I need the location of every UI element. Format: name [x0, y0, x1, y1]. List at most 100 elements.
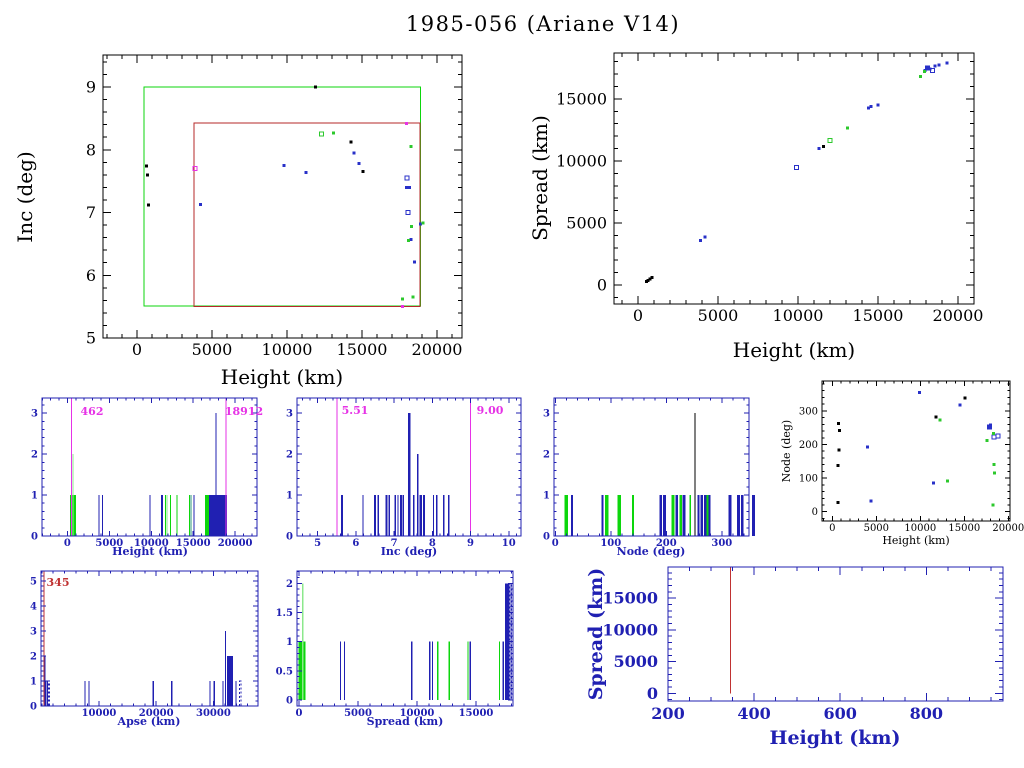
- svg-text:6: 6: [86, 266, 96, 285]
- svg-text:2: 2: [30, 652, 37, 663]
- svg-text:7: 7: [86, 203, 96, 222]
- svg-text:0: 0: [647, 684, 658, 703]
- svg-text:300: 300: [711, 538, 732, 549]
- svg-text:1.5: 1.5: [276, 608, 293, 619]
- svg-text:1: 1: [286, 637, 293, 648]
- svg-text:100: 100: [799, 474, 818, 485]
- svg-text:8: 8: [86, 140, 96, 159]
- svg-text:3: 3: [31, 409, 38, 420]
- svg-text:0: 0: [286, 695, 293, 706]
- svg-text:1: 1: [30, 677, 37, 688]
- svg-text:5000: 5000: [566, 213, 607, 232]
- svg-text:Height (km): Height (km): [112, 545, 188, 558]
- svg-text:2: 2: [543, 450, 550, 461]
- svg-text:9: 9: [86, 78, 96, 97]
- svg-text:3: 3: [30, 627, 37, 638]
- svg-text:5000: 5000: [613, 652, 658, 671]
- svg-text:15000: 15000: [602, 589, 658, 608]
- svg-text:3: 3: [286, 409, 293, 420]
- svg-text:10000: 10000: [134, 538, 169, 549]
- svg-text:10000: 10000: [904, 523, 936, 534]
- svg-text:Apse (km): Apse (km): [117, 715, 181, 728]
- svg-text:1: 1: [31, 491, 38, 502]
- plot-title: 1985-056 (Ariane V14): [405, 12, 681, 36]
- svg-text:800: 800: [910, 704, 943, 723]
- svg-text:Height (km): Height (km): [733, 338, 855, 362]
- svg-text:0.5: 0.5: [276, 666, 293, 677]
- svg-text:15000: 15000: [556, 89, 607, 108]
- svg-text:345: 345: [47, 576, 70, 589]
- svg-text:0: 0: [64, 538, 71, 549]
- svg-text:15000: 15000: [176, 538, 211, 549]
- svg-text:15000: 15000: [948, 523, 980, 534]
- svg-text:15000: 15000: [853, 306, 904, 325]
- svg-text:5000: 5000: [864, 523, 889, 534]
- svg-text:18912: 18912: [225, 405, 263, 418]
- svg-text:0: 0: [812, 507, 818, 518]
- svg-text:0: 0: [552, 538, 559, 549]
- svg-text:100: 100: [600, 538, 621, 549]
- svg-text:7: 7: [391, 538, 398, 549]
- svg-text:2: 2: [286, 579, 293, 590]
- svg-text:0: 0: [286, 532, 293, 543]
- svg-text:0: 0: [829, 523, 835, 534]
- svg-text:10000: 10000: [556, 151, 607, 170]
- svg-text:8: 8: [429, 538, 436, 549]
- svg-text:0: 0: [132, 340, 142, 359]
- panel-node-vs-height: 0 5000 10000 15000 20000 0 100 200 300 Height (km…: [780, 380, 1024, 547]
- svg-text:1: 1: [286, 491, 293, 502]
- svg-text:200: 200: [799, 440, 818, 451]
- svg-text:300: 300: [799, 406, 818, 417]
- svg-text:0: 0: [31, 532, 38, 543]
- svg-text:20000: 20000: [992, 523, 1024, 534]
- panel-spread-vs-height: 0 5000 10000 15000 20000 0 5000 10000 15000 Heigh…: [528, 52, 984, 362]
- panel-inc-histogram: 5 6 7 8 9 10 0 1 2 3 Inc (deg) 5.51 9.00: [286, 397, 522, 558]
- svg-text:462: 462: [81, 405, 104, 418]
- svg-text:9: 9: [467, 538, 474, 549]
- svg-text:0: 0: [296, 708, 303, 719]
- svg-text:5: 5: [86, 329, 96, 348]
- svg-text:Spread (km): Spread (km): [585, 568, 607, 701]
- svg-text:15000: 15000: [337, 340, 388, 359]
- svg-text:0: 0: [30, 702, 37, 713]
- panel-inc-vs-height: 0 5000 10000 15000 20000 5 6 7 8 9 Height (km) Inc …: [13, 54, 463, 389]
- panel-height-histogram: 0 5000 10000 15000 20000 0 1 2 3 Height (km) 462 18…: [31, 397, 263, 558]
- svg-text:Inc (deg): Inc (deg): [13, 151, 37, 242]
- svg-text:600: 600: [824, 704, 857, 723]
- svg-text:30000: 30000: [196, 708, 231, 719]
- svg-text:6: 6: [352, 538, 359, 549]
- svg-text:1: 1: [543, 491, 550, 502]
- svg-text:10000: 10000: [602, 620, 658, 639]
- svg-text:Inc (deg): Inc (deg): [381, 545, 437, 558]
- svg-text:9.00: 9.00: [477, 404, 504, 417]
- svg-text:Spread (km): Spread (km): [528, 115, 552, 241]
- svg-text:Spread (km): Spread (km): [367, 715, 444, 728]
- svg-text:200: 200: [656, 538, 677, 549]
- svg-text:15000: 15000: [459, 708, 494, 719]
- svg-text:20000: 20000: [933, 306, 984, 325]
- svg-text:Height (km): Height (km): [882, 534, 949, 547]
- svg-text:0: 0: [597, 276, 607, 295]
- svg-text:5: 5: [314, 538, 321, 549]
- svg-text:Node (deg): Node (deg): [617, 545, 686, 558]
- panel-spread-histogram: 0 5000 10000 15000 0 0.5 1 1.5 2 Spread (km): [276, 570, 514, 728]
- panel-node-histogram: 0 100 200 300 0 1 2 3 Node (deg): [543, 397, 756, 558]
- svg-text:10000: 10000: [262, 340, 313, 359]
- svg-text:2: 2: [286, 450, 293, 461]
- svg-text:5: 5: [30, 577, 37, 588]
- svg-text:20000: 20000: [139, 708, 174, 719]
- svg-text:Height (km): Height (km): [770, 727, 901, 749]
- svg-text:5000: 5000: [192, 340, 233, 359]
- svg-text:0: 0: [543, 532, 550, 543]
- svg-text:10000: 10000: [773, 306, 824, 325]
- svg-text:4: 4: [30, 602, 37, 613]
- svg-text:400: 400: [737, 704, 770, 723]
- svg-text:Height (km): Height (km): [221, 365, 343, 389]
- svg-text:10: 10: [502, 538, 516, 549]
- svg-text:Node (deg): Node (deg): [780, 420, 793, 482]
- svg-text:3: 3: [543, 409, 550, 420]
- panel-spread-vs-height-zoom: 200 400 600 800 0 5000 10000 15000 Height (km) Sp…: [585, 566, 1004, 749]
